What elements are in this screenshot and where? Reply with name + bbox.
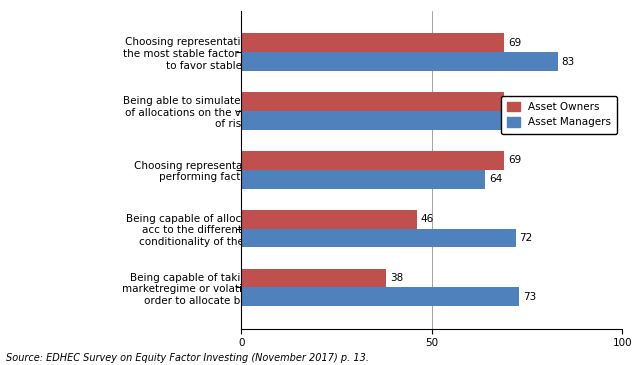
Legend: Asset Owners, Asset Managers: Asset Owners, Asset Managers	[501, 96, 617, 134]
Text: 64: 64	[489, 174, 502, 184]
Bar	[241, 92, 504, 111]
Bar	[241, 52, 558, 71]
Text: 73: 73	[523, 292, 537, 302]
Bar	[241, 170, 485, 189]
Text: Source: EDHEC Survey on Equity Factor Investing (November 2017) p. 13.: Source: EDHEC Survey on Equity Factor In…	[6, 353, 370, 363]
Text: 69: 69	[508, 38, 521, 48]
Text: 69: 69	[508, 155, 521, 165]
Bar	[241, 111, 550, 130]
Text: 81: 81	[554, 115, 567, 125]
Bar	[241, 287, 519, 306]
Text: 69: 69	[508, 96, 521, 107]
Bar	[241, 33, 504, 52]
Bar	[241, 269, 386, 287]
Text: 38: 38	[390, 273, 403, 283]
Bar	[241, 228, 516, 247]
Bar	[241, 210, 417, 228]
Text: 72: 72	[519, 233, 533, 243]
Text: 46: 46	[420, 214, 434, 224]
Text: 83: 83	[561, 57, 575, 66]
Bar	[241, 151, 504, 170]
